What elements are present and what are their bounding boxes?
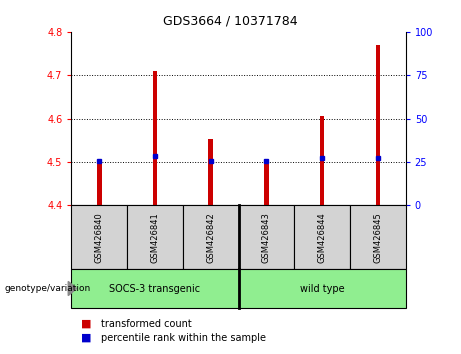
Text: ■: ■ bbox=[81, 333, 91, 343]
Text: GSM426843: GSM426843 bbox=[262, 212, 271, 263]
Bar bbox=[127, 205, 183, 269]
Bar bbox=[320, 116, 325, 205]
Bar bbox=[238, 269, 406, 308]
Text: GDS3664 / 10371784: GDS3664 / 10371784 bbox=[163, 14, 298, 27]
Bar bbox=[97, 160, 101, 205]
Bar bbox=[294, 205, 350, 269]
Bar bbox=[376, 45, 380, 205]
Text: GSM426840: GSM426840 bbox=[95, 212, 104, 263]
Text: SOCS-3 transgenic: SOCS-3 transgenic bbox=[109, 284, 201, 293]
Bar bbox=[238, 205, 294, 269]
Bar bbox=[264, 164, 269, 205]
Text: GSM426845: GSM426845 bbox=[373, 212, 382, 263]
Bar bbox=[71, 269, 239, 308]
Text: wild type: wild type bbox=[300, 284, 344, 293]
Bar bbox=[153, 71, 157, 205]
Bar bbox=[208, 139, 213, 205]
Text: GSM426844: GSM426844 bbox=[318, 212, 327, 263]
Bar bbox=[350, 205, 406, 269]
Text: ■: ■ bbox=[81, 319, 91, 329]
Text: GSM426841: GSM426841 bbox=[150, 212, 160, 263]
Text: genotype/variation: genotype/variation bbox=[5, 284, 91, 293]
Text: GSM426842: GSM426842 bbox=[206, 212, 215, 263]
Text: transformed count: transformed count bbox=[101, 319, 192, 329]
Polygon shape bbox=[68, 281, 77, 296]
Text: percentile rank within the sample: percentile rank within the sample bbox=[101, 333, 266, 343]
Bar bbox=[71, 205, 127, 269]
Bar bbox=[183, 205, 238, 269]
